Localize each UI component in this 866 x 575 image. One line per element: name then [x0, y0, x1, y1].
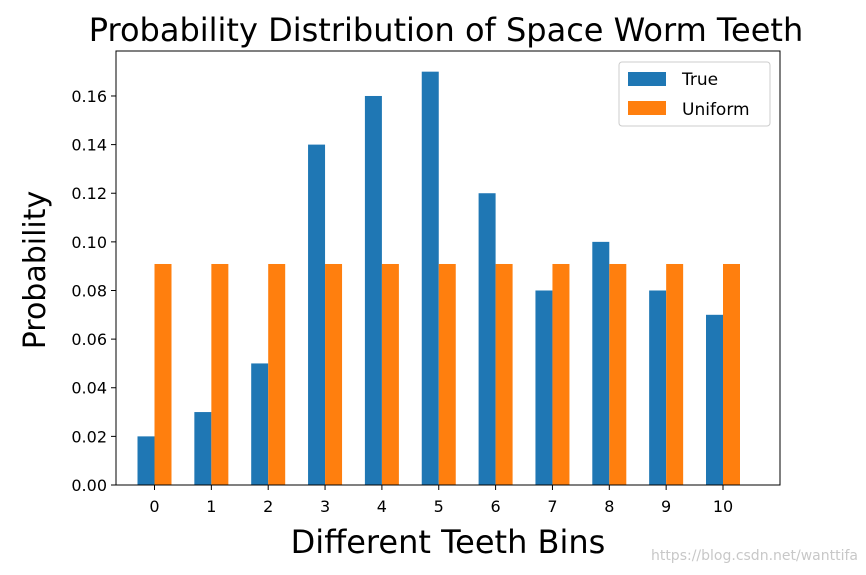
y-tick-label: 0.04 — [71, 379, 107, 398]
x-tick-label: 8 — [604, 497, 614, 516]
legend: True Uniform — [618, 61, 771, 127]
y-tick-label: 0.06 — [71, 330, 107, 349]
y-tick-label: 0.02 — [71, 427, 107, 446]
bar-uniform-5 — [438, 263, 456, 485]
bar-uniform-4 — [381, 263, 399, 485]
x-tick-label: 1 — [206, 497, 216, 516]
bar-true-9 — [649, 290, 667, 485]
y-tick-label: 0.14 — [71, 136, 107, 155]
x-tick-label: 9 — [661, 497, 671, 516]
legend-swatch-true — [628, 72, 666, 86]
bar-uniform-10 — [723, 263, 740, 485]
watermark: https://blog.csdn.net/wanttifa — [651, 548, 858, 564]
bar-uniform-2 — [268, 263, 286, 485]
bars — [137, 71, 740, 486]
y-tick-label: 0.10 — [71, 233, 107, 252]
bar-uniform-6 — [495, 263, 513, 485]
legend-label-uniform: Uniform — [682, 100, 750, 120]
bar-true-3 — [308, 144, 326, 485]
bar-uniform-1 — [211, 263, 229, 485]
y-tick-label: 0.12 — [71, 184, 107, 203]
bar-uniform-0 — [154, 263, 172, 485]
chart-title: Probability Distribution of Space Worm T… — [89, 11, 803, 49]
legend-label-true: True — [681, 70, 718, 90]
x-axis-label: Different Teeth Bins — [291, 523, 606, 561]
y-tick-label: 0.08 — [71, 281, 107, 300]
x-tick-label: 4 — [377, 497, 387, 516]
x-tick-label: 2 — [263, 497, 273, 516]
y-tick-label: 0.00 — [71, 476, 107, 495]
bar-true-4 — [364, 95, 382, 485]
plot-frame — [115, 50, 781, 486]
x-tick-label: 7 — [547, 497, 557, 516]
bar-true-7 — [535, 290, 553, 485]
bar-true-5 — [421, 71, 439, 486]
bar-uniform-8 — [609, 263, 627, 485]
x-tick-label: 10 — [713, 497, 733, 516]
y-axis-label: Probability — [18, 191, 53, 350]
y-axis: 0.00 0.02 0.04 0.06 0.08 0.10 0.12 0.14 0.16 — [71, 87, 116, 495]
bar-uniform-7 — [552, 263, 570, 485]
bar-true-8 — [592, 241, 610, 485]
bar-true-6 — [478, 193, 496, 485]
x-tick-label: 0 — [149, 497, 159, 516]
x-tick-label: 5 — [434, 497, 444, 516]
x-axis: 0 1 2 3 4 5 6 7 8 9 10 — [149, 485, 733, 516]
y-tick-label: 0.16 — [71, 87, 107, 106]
bar-true-2 — [251, 363, 269, 485]
bar-uniform-9 — [666, 263, 684, 485]
bar-uniform-3 — [325, 263, 343, 485]
bar-true-1 — [194, 412, 212, 485]
x-tick-label: 6 — [491, 497, 501, 516]
legend-swatch-uniform — [628, 101, 666, 115]
bar-true-10 — [706, 314, 723, 485]
bar-true-0 — [137, 436, 155, 485]
x-tick-label: 3 — [320, 497, 330, 516]
